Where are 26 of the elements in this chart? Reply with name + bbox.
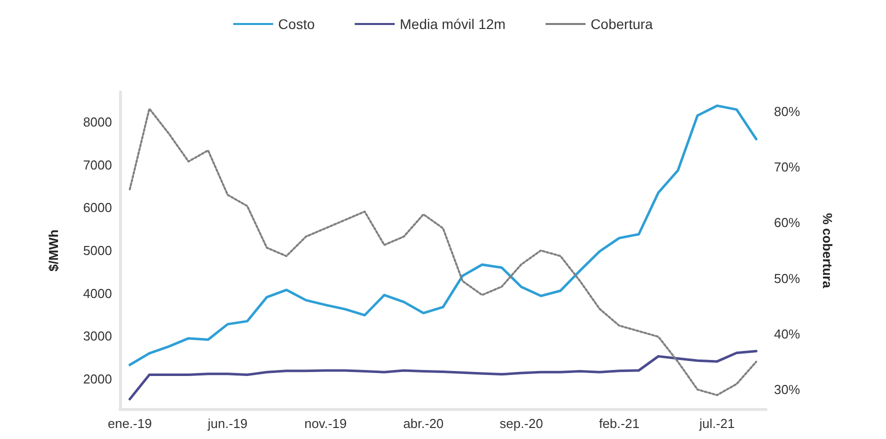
x-tick-label: nov.-19 bbox=[304, 416, 347, 431]
x-tick-label: sep.-20 bbox=[500, 416, 543, 431]
y-axis-title: $/MWh bbox=[46, 230, 61, 272]
y2-axis-title: % cobertura bbox=[820, 212, 835, 289]
x-tick-label: abr.-20 bbox=[403, 416, 444, 431]
y2-tick-label: 80% bbox=[774, 104, 800, 119]
line-series bbox=[128, 350, 758, 400]
legend-label: Media móvil 12m bbox=[400, 16, 506, 32]
y-tick-label: 8000 bbox=[83, 114, 112, 130]
y-tick-label: 3000 bbox=[83, 328, 112, 344]
y2-tick-label: 30% bbox=[774, 382, 800, 398]
y-tick-label: 7000 bbox=[83, 157, 112, 172]
x-tick-label: feb.-21 bbox=[598, 416, 640, 431]
y-tick-label: 6000 bbox=[83, 200, 112, 216]
x-tick-label: jun.-19 bbox=[206, 416, 248, 431]
legend-label: Costo bbox=[278, 16, 315, 32]
y-tick-label: 2000 bbox=[83, 372, 112, 387]
x-tick-label: jul.-21 bbox=[698, 416, 735, 431]
y-tick-label: 5000 bbox=[83, 243, 112, 258]
y-tick-label: 4000 bbox=[83, 286, 112, 301]
y2-tick-label: 70% bbox=[774, 160, 800, 175]
y2-tick-label: 60% bbox=[774, 215, 800, 230]
y2-tick-label: 40% bbox=[774, 326, 800, 342]
y2-tick-label: 50% bbox=[774, 270, 800, 286]
x-tick-label: ene.-19 bbox=[108, 416, 152, 431]
legend-label: Cobertura bbox=[590, 16, 654, 32]
